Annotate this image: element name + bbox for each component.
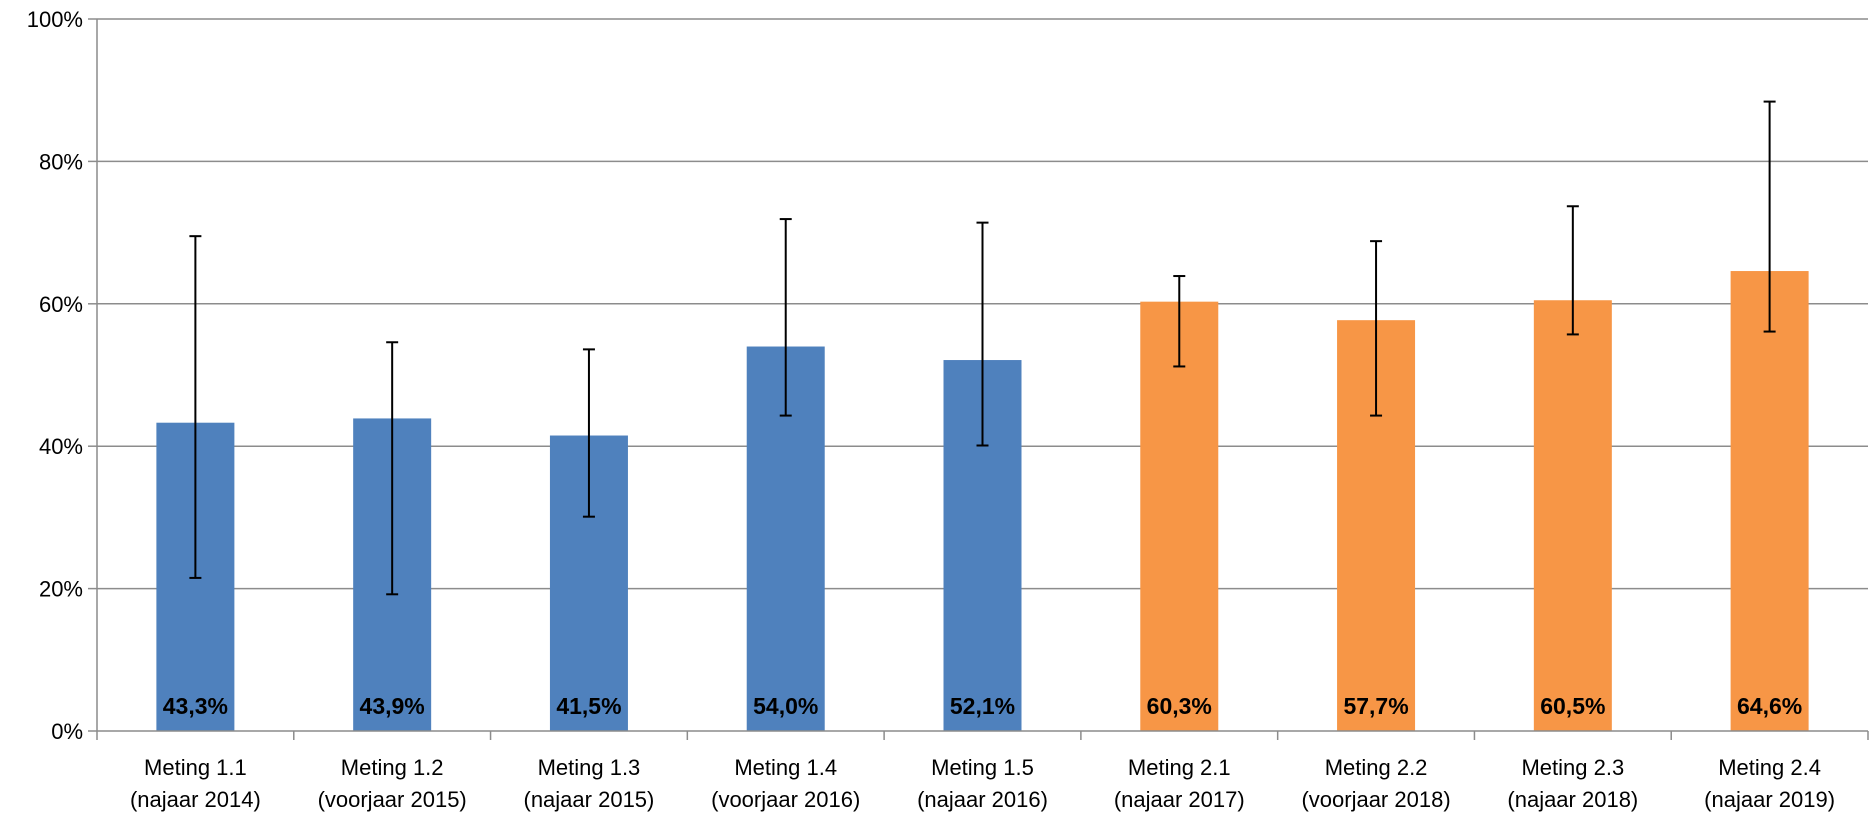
y-tick-label: 80% — [39, 149, 83, 174]
x-tick-label: Meting 1.5 — [931, 755, 1034, 780]
data-label: 43,9% — [360, 693, 425, 719]
y-tick-label: 20% — [39, 577, 83, 602]
bar — [1730, 271, 1809, 731]
data-label: 41,5% — [556, 693, 621, 719]
labels: 0% 20% 40% 60% 80% 100% 43,3% Meting 1.1 (najaar… — [27, 7, 1835, 812]
x-tick-label-sub: (najaar 2014) — [130, 787, 261, 812]
x-tick-label-sub: (najaar 2016) — [917, 787, 1048, 812]
x-tick-label: Meting 1.1 — [144, 755, 247, 780]
x-tick-label-sub: (najaar 2017) — [1114, 787, 1245, 812]
x-tick-label-sub: (voorjaar 2015) — [318, 787, 467, 812]
x-tick-label-sub: (najaar 2015) — [524, 787, 655, 812]
x-tick-label: Meting 1.3 — [538, 755, 641, 780]
data-label: 64,6% — [1737, 693, 1802, 719]
x-tick-label-sub: (najaar 2019) — [1704, 787, 1835, 812]
bar — [1140, 301, 1219, 731]
y-tick-label: 100% — [27, 7, 83, 32]
bars — [156, 271, 1809, 731]
bar — [1533, 300, 1612, 731]
data-label: 60,5% — [1540, 693, 1605, 719]
data-label: 52,1% — [950, 693, 1015, 719]
data-label: 57,7% — [1343, 693, 1408, 719]
x-tick-label: Meting 2.2 — [1325, 755, 1428, 780]
data-label: 54,0% — [753, 693, 818, 719]
y-tick-label: 60% — [39, 292, 83, 317]
x-tick-label: Meting 2.1 — [1128, 755, 1231, 780]
x-tick-label-sub: (voorjaar 2018) — [1301, 787, 1450, 812]
x-tick-label: Meting 1.4 — [734, 755, 837, 780]
axes — [88, 18, 1869, 740]
y-tick-label: 40% — [39, 434, 83, 459]
x-tick-label-sub: (voorjaar 2016) — [711, 787, 860, 812]
x-tick-label: Meting 2.3 — [1521, 755, 1624, 780]
data-label: 43,3% — [163, 693, 228, 719]
x-tick-label-sub: (najaar 2018) — [1507, 787, 1638, 812]
y-tick-label: 0% — [51, 719, 83, 744]
data-label: 60,3% — [1147, 693, 1212, 719]
x-tick-label: Meting 1.2 — [341, 755, 444, 780]
x-tick-label: Meting 2.4 — [1718, 755, 1821, 780]
error-bars — [189, 100, 1776, 596]
